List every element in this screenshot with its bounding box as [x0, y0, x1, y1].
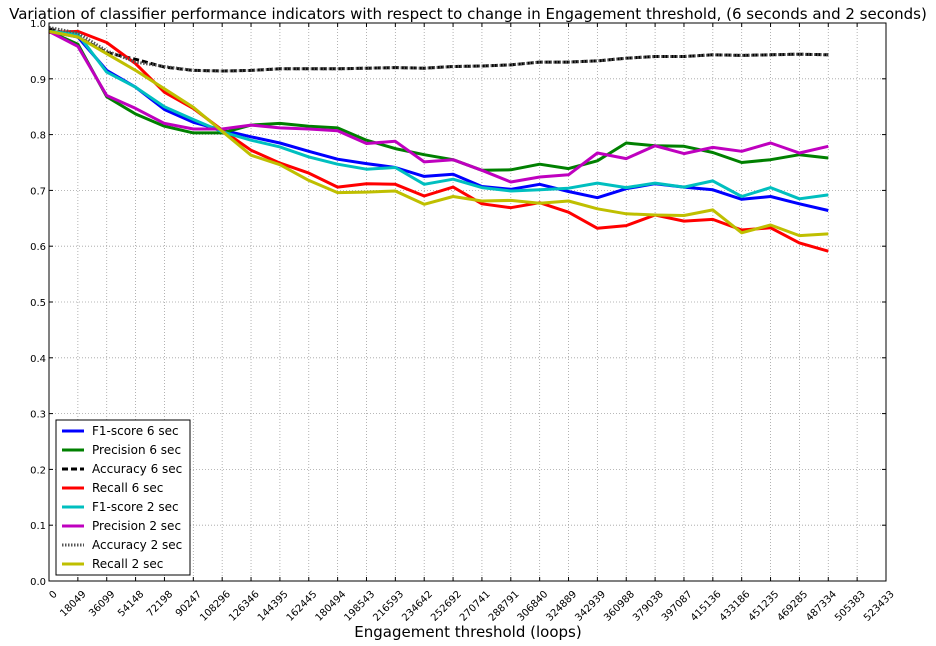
x-tick-label: 415136	[689, 589, 724, 624]
x-tick-label: 379038	[631, 589, 666, 624]
legend-label: Precision 6 sec	[92, 443, 181, 457]
x-tick-label: 469285	[775, 589, 810, 624]
y-tick-label: 0.6	[30, 242, 46, 253]
x-tick-label: 324889	[545, 589, 580, 624]
x-tick-label: 36099	[87, 589, 117, 619]
legend: F1-score 6 sec Precision 6 sec Accuracy 6 …	[55, 419, 191, 576]
y-tick-label: 0.8	[30, 131, 46, 142]
y-tick-label: 0.5	[30, 298, 46, 309]
x-tick-label: 433186	[718, 589, 753, 624]
x-tick-label: 162445	[285, 589, 320, 624]
series-line-recall-2-sec	[48, 29, 829, 238]
x-tick-label: 72198	[145, 589, 175, 619]
x-tick-label: 270741	[458, 589, 493, 624]
x-tick-label: 216593	[371, 589, 406, 624]
x-axis-label: Engagement threshold (loops)	[354, 623, 581, 641]
legend-label: Recall 6 sec	[92, 481, 163, 495]
series-line-accuracy-2-sec	[48, 26, 829, 73]
x-tick-label: 342939	[573, 589, 608, 624]
x-tick-label: 288791	[487, 589, 522, 624]
legend-label: Accuracy 2 sec	[92, 538, 182, 552]
x-tick-label: 108296	[198, 589, 233, 624]
series-line-recall-6-sec	[48, 29, 829, 253]
series-line-precision-2-sec	[48, 30, 829, 184]
legend-label: Accuracy 6 sec	[92, 462, 182, 476]
y-tick-label: 0.1	[30, 521, 46, 532]
x-tick-label: 451235	[747, 589, 782, 624]
x-tick-label: 144395	[256, 589, 291, 624]
x-tick-label: 523433	[862, 589, 897, 624]
y-tick-label: 0.4	[30, 354, 46, 365]
legend-label: F1-score 6 sec	[92, 424, 179, 438]
x-tick-label: 252692	[429, 589, 464, 624]
x-tick-label: 360988	[602, 589, 637, 624]
legend-label: Precision 2 sec	[92, 519, 181, 533]
chart-title: Variation of classifier performance indi…	[9, 5, 927, 23]
legend-box	[55, 419, 191, 576]
x-tick-label: 126346	[227, 589, 262, 624]
x-tick-label: 0	[47, 589, 59, 601]
x-tick-label: 54148	[116, 589, 146, 619]
x-tick-label: 18049	[58, 589, 88, 619]
x-tick-label: 198543	[342, 589, 377, 624]
legend-label: Recall 2 sec	[92, 557, 163, 571]
series-line-f1-score-2-sec	[48, 29, 829, 201]
y-tick-label: 0.7	[30, 186, 46, 197]
series-lines	[48, 26, 829, 253]
x-tick-label: 234642	[400, 589, 435, 624]
x-tick-label: 505383	[833, 589, 868, 624]
y-tick-label: 0.3	[30, 410, 46, 421]
x-tick-label: 180494	[314, 589, 349, 624]
legend-label: F1-score 2 sec	[92, 500, 179, 514]
x-tick-label: 487334	[804, 589, 839, 624]
y-tick-label: 0.0	[30, 577, 46, 588]
x-tick-label: 306840	[516, 589, 551, 624]
y-tick-label: 1.0	[30, 19, 46, 30]
x-tick-label: 397087	[660, 589, 695, 624]
y-tick-label: 0.9	[30, 75, 46, 86]
grid-lines	[48, 22, 887, 582]
y-tick-label: 0.2	[30, 465, 46, 476]
series-line-f1-score-6-sec	[48, 29, 829, 212]
